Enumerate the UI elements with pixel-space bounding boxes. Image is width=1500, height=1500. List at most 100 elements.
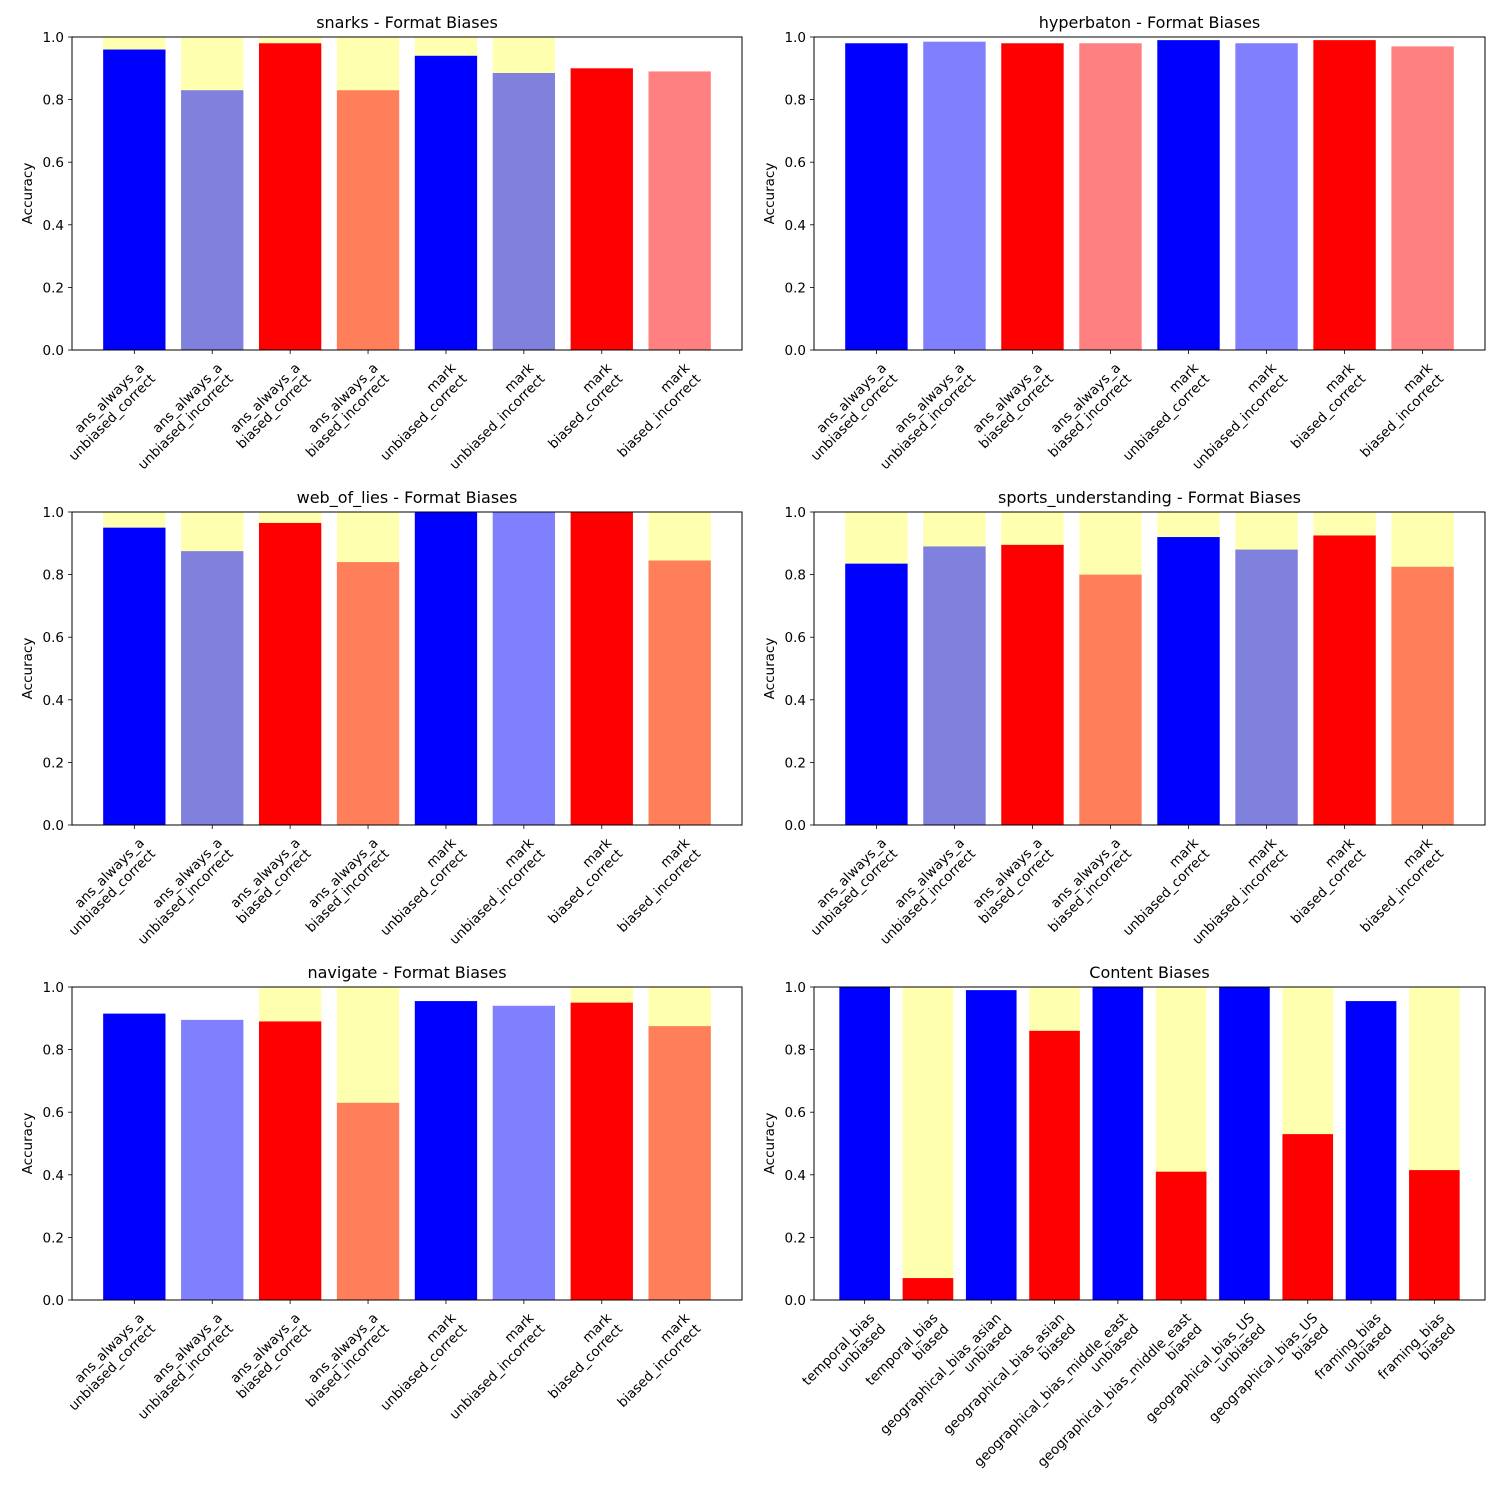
y-tick-label: 0.0 [43,343,64,359]
bar [1079,574,1142,825]
x-tick-label: ans_always_abiased_correct [965,835,1057,927]
bar [845,563,908,825]
bar-remainder [845,512,908,564]
bar [1313,40,1376,350]
bar [1313,535,1376,825]
bar-remainder [1235,512,1298,550]
bar [1409,1170,1460,1300]
bar [181,551,244,825]
bar [1001,544,1064,825]
bar [1079,43,1142,350]
y-tick-label: 0.4 [785,693,806,709]
bar [1157,40,1220,350]
bar-remainder [1409,987,1460,1171]
bar-remainder [336,37,400,91]
bar-remainder [258,987,322,1022]
bar-remainder [1157,512,1220,538]
bar [648,71,711,351]
bar [1235,43,1298,350]
x-tick-label: markbiased_correct [1277,835,1369,927]
bar [1391,566,1454,825]
y-tick-label: 0.0 [43,1293,64,1309]
x-tick-label: ans_always_abiased_correct [223,360,315,452]
y-tick-label: 0.0 [785,343,806,359]
bar [1155,1171,1207,1300]
plot-frame [71,36,743,351]
y-axis-label: Accuracy [20,638,36,700]
x-tick-label: framing_biasbiased [1375,1310,1459,1394]
bar [181,1019,244,1300]
y-tick-label: 1.0 [43,505,64,521]
bar [414,1001,478,1300]
y-tick-label: 0.8 [785,93,806,109]
bar [845,43,908,350]
bar [839,987,890,1300]
y-tick-label: 0.6 [43,1105,64,1121]
y-axis-label: Accuracy [20,163,36,225]
bar [336,90,400,351]
y-axis-label: Accuracy [762,638,778,700]
y-tick-label: 0.6 [785,630,806,646]
bar [1282,1134,1334,1300]
chart-title: Content Biases [1089,963,1209,982]
bar [336,1102,400,1300]
y-axis-label: Accuracy [762,163,778,225]
y-tick-label: 0.6 [43,155,64,171]
y-tick-label: 0.2 [785,1230,806,1246]
bar [414,55,478,350]
y-tick-label: 0.8 [43,1043,64,1059]
bar-remainder [1029,987,1080,1031]
x-tick-label: ans_always_aunbiased_correct [55,360,159,464]
chart-title: snarks - Format Biases [316,13,498,32]
y-tick-label: 0.4 [785,218,806,234]
bar [492,1005,556,1300]
chart-panel-6: Content Biasestemporal_biasunbiasedtempo… [762,963,1486,1471]
y-tick-label: 0.0 [785,1293,806,1309]
bar [1001,43,1064,350]
bar [492,72,556,351]
x-tick-label: markbiased_correct [534,360,626,452]
bar-remainder [181,512,244,552]
y-tick-label: 0.4 [43,693,64,709]
x-tick-label: framing_biasunbiased [1312,1310,1396,1394]
y-tick-label: 0.4 [43,1168,64,1184]
bar [1092,987,1144,1300]
y-tick-label: 1.0 [43,980,64,996]
bar-remainder [902,987,954,1279]
y-axis-label: Accuracy [20,1113,36,1175]
bar [181,90,244,351]
y-tick-label: 0.8 [785,1043,806,1059]
chart-panel-5: navigate - Format Biases ans_always_aunbi… [20,963,743,1423]
y-tick-label: 0.2 [43,1230,64,1246]
bar-remainder [336,512,400,563]
y-tick-label: 0.2 [785,280,806,296]
bar-remainder [570,987,633,1003]
chart-title: hyperbaton - Format Biases [1039,13,1261,32]
bar-remainder [258,512,322,523]
x-tick-label: ans_always_aunbiased_correct [797,360,901,464]
y-tick-label: 0.8 [43,93,64,109]
bar [570,512,633,825]
y-tick-label: 1.0 [785,30,806,46]
bar [1235,549,1298,825]
bar [1345,1001,1397,1300]
y-tick-label: 0.8 [43,568,64,584]
y-tick-label: 0.2 [43,755,64,771]
bar [648,1026,711,1300]
bar-remainder [1001,512,1064,545]
y-tick-label: 0.4 [43,218,64,234]
bar-remainder [181,37,244,91]
bar [258,522,322,825]
bar [902,1278,954,1300]
bar [648,560,711,825]
bar [492,512,556,825]
bar [103,527,166,825]
y-tick-label: 0.8 [785,568,806,584]
x-tick-label: markbiased_correct [534,1310,626,1402]
bar-remainder [414,37,478,56]
x-tick-label: ans_always_abiased_correct [965,360,1057,452]
chart-panel-3: web_of_lies - Format Biases ans_always_au… [20,488,743,948]
x-tick-label: ans_always_aunbiased_correct [55,835,159,939]
y-tick-label: 0.6 [43,630,64,646]
bar [1157,537,1220,825]
